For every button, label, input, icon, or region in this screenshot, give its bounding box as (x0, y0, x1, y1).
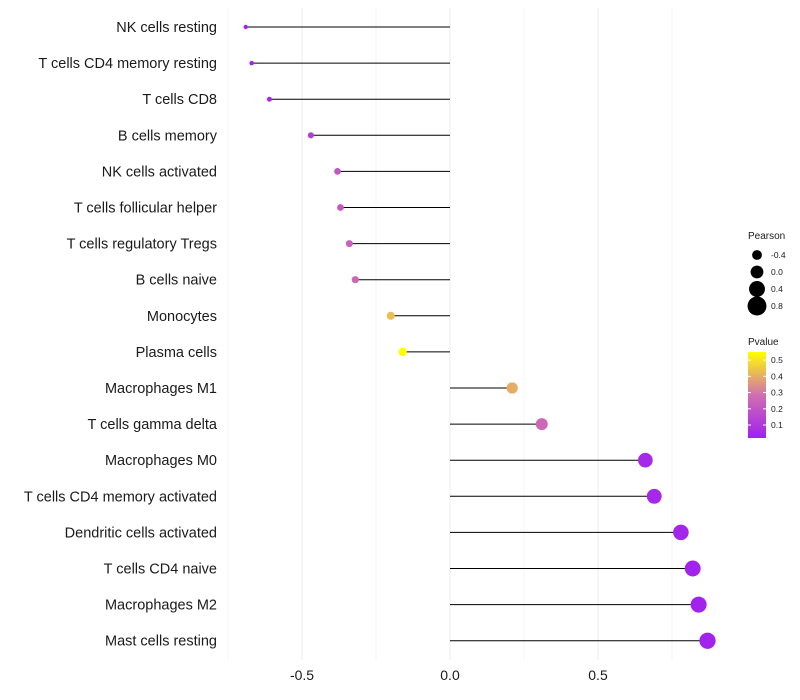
size-legend-dot (749, 281, 765, 297)
color-legend-label: 0.2 (771, 404, 783, 414)
category-labels: NK cells resting T cells CD4 memory resti… (24, 20, 218, 650)
size-legend-label: 0.0 (771, 267, 783, 277)
lollipop-dot (638, 452, 653, 468)
size-legend-items: -0.4 0.0 0.4 0.8 (747, 250, 786, 316)
lollipop-dot (684, 560, 701, 577)
category-label: T cells follicular helper (74, 201, 217, 217)
x-tick-label: 0.5 (588, 667, 608, 683)
category-label: T cells CD4 memory resting (38, 56, 217, 72)
color-bar (748, 352, 766, 438)
x-tick-label: 0.0 (440, 667, 460, 683)
size-legend-label: -0.4 (771, 250, 786, 260)
category-label: T cells regulatory Tregs (67, 237, 217, 253)
category-label: Macrophages M2 (105, 598, 217, 614)
category-label: Macrophages M0 (105, 453, 217, 469)
category-label: Plasma cells (136, 345, 217, 361)
category-label: Mast cells resting (105, 634, 217, 650)
lollipop-dot (351, 276, 359, 284)
color-legend-label: 0.4 (771, 371, 783, 381)
category-label: T cells gamma delta (88, 417, 218, 433)
category-label: Monocytes (147, 309, 217, 325)
dots (243, 24, 716, 649)
color-legend-label: 0.3 (771, 388, 783, 398)
color-legend-title: Pvalue (748, 337, 779, 348)
sticks (245, 26, 708, 642)
category-label: T cells CD8 (142, 92, 217, 108)
size-legend-dot (752, 250, 762, 260)
category-label: NK cells activated (102, 164, 217, 180)
color-legend-ticks: 0.1 0.2 0.3 0.4 0.5 (748, 355, 783, 430)
lollipop-dot (535, 418, 548, 431)
category-label: B cells naive (136, 273, 217, 289)
size-legend-label: 0.4 (771, 284, 783, 294)
legend: Pearson -0.40.00.40.8 Pvalue 0.10.20.30.… (747, 231, 786, 438)
lollipop-dot (243, 24, 248, 30)
lollipop-dot (398, 347, 407, 357)
color-legend-label: 0.5 (771, 355, 783, 365)
size-legend-dot (747, 296, 767, 316)
grid (227, 8, 673, 660)
lollipop-dot (386, 311, 395, 320)
category-label: T cells CD4 memory activated (24, 489, 217, 505)
lollipop-dot (249, 60, 254, 66)
lollipop-dot (337, 204, 344, 211)
lollipop-dot (345, 240, 353, 248)
size-legend-title: Pearson (748, 231, 785, 242)
x-axis-ticks: -0.5 0.0 0.5 (290, 667, 608, 683)
lollipop-dot (690, 596, 707, 613)
category-label: B cells memory (118, 128, 218, 144)
lollipop-dot (673, 524, 689, 541)
lollipop-dot (334, 168, 341, 175)
category-label: T cells CD4 naive (104, 562, 217, 578)
category-label: Dendritic cells activated (65, 525, 217, 541)
size-legend-label: 0.8 (771, 301, 783, 311)
lollipop-dot (699, 632, 716, 649)
category-label: Macrophages M1 (105, 381, 217, 397)
lollipop-dot (646, 488, 662, 504)
x-tick-label: -0.5 (290, 667, 314, 683)
lollipop-dot (266, 96, 272, 102)
lollipop-dot (506, 382, 518, 394)
lollipop-dot (307, 132, 314, 139)
color-legend-label: 0.1 (771, 420, 783, 430)
size-legend-dot (750, 265, 764, 279)
category-label: NK cells resting (116, 20, 217, 36)
